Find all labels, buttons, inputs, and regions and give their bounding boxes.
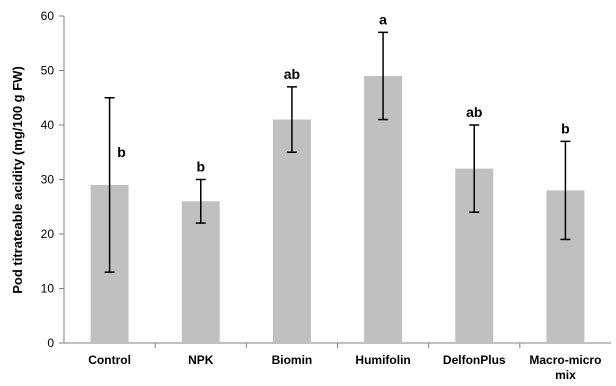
error-bar (195, 178, 206, 224)
bar-biomin (272, 119, 311, 343)
y-tick-label: 50 (41, 64, 55, 78)
bar-npk (181, 201, 220, 343)
y-tick-label: 20 (41, 227, 55, 241)
y-axis-title: Pod titrateable acidity (mg/100 g FW) (10, 66, 25, 294)
significance-letter: b (196, 159, 205, 175)
x-axis-labels: Control NPK Biomin Humifolin DelfonPlus Macro… (88, 343, 601, 382)
bars-group (90, 75, 585, 343)
y-tick-label: 40 (41, 118, 55, 132)
significance-letter: a (379, 11, 387, 27)
y-axis-ticks: 0 10 20 30 40 50 60 (41, 9, 64, 350)
x-category-label: Control (88, 353, 131, 367)
x-category-label: Humifolin (355, 353, 410, 367)
error-bar (104, 97, 115, 273)
error-bar (560, 140, 571, 241)
significance-letters-group: b b ab a ab b (117, 11, 569, 174)
y-tick-label: 0 (47, 336, 54, 350)
significance-letter: ab (284, 66, 300, 82)
bar-humifolin (364, 75, 403, 343)
x-category-label: Biomin (272, 353, 313, 367)
y-tick-label: 60 (41, 9, 55, 23)
error-bars-group (104, 31, 571, 273)
y-tick-label: 30 (41, 173, 55, 187)
significance-letter: b (561, 120, 570, 136)
significance-letter: ab (466, 104, 482, 120)
significance-letter: b (117, 144, 126, 160)
error-bar (286, 86, 297, 153)
error-bar (378, 31, 389, 121)
y-tick-label: 10 (41, 282, 55, 296)
error-bar (469, 124, 480, 213)
x-category-label: DelfonPlus (443, 353, 506, 367)
x-category-label: NPK (188, 353, 214, 367)
x-category-label: Macro-micro mix (529, 353, 601, 382)
